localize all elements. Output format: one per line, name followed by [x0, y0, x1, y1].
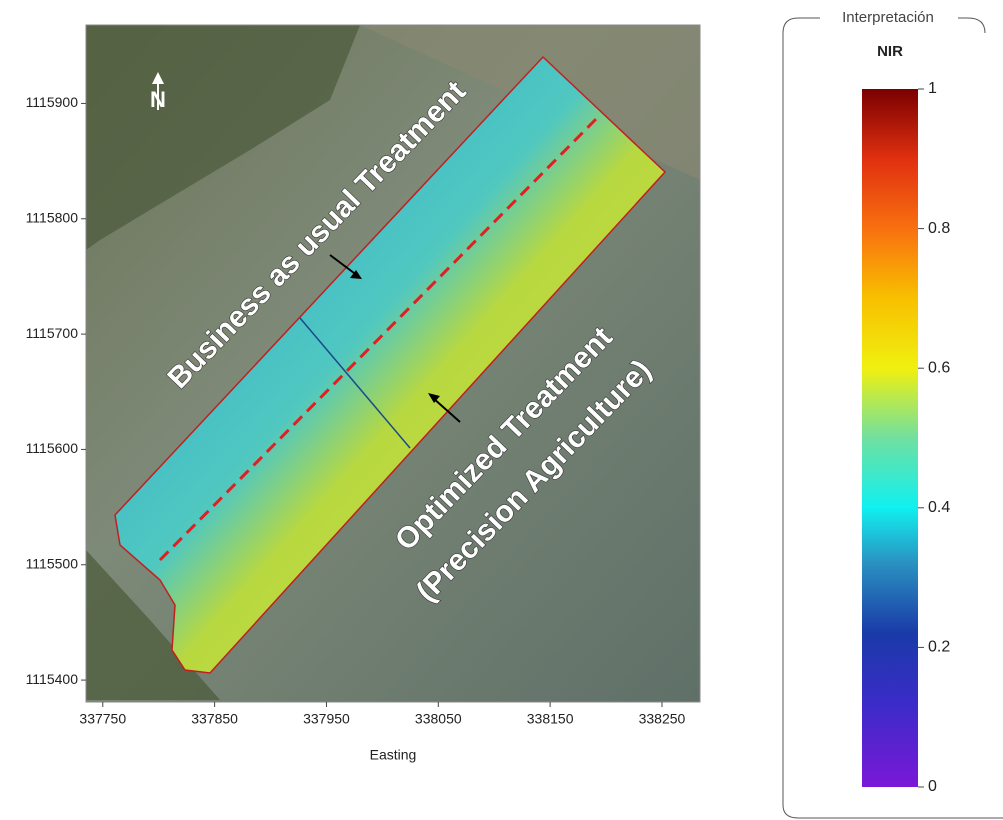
- colorbar: [862, 89, 918, 787]
- y-tick-label: 1115500: [26, 555, 79, 571]
- colorbar-tick-label: 0.4: [928, 499, 950, 516]
- y-tick-label: 1115700: [26, 325, 79, 341]
- x-tick-label: 338250: [639, 711, 686, 727]
- north-label: N: [150, 87, 166, 112]
- legend-subtitle: NIR: [877, 43, 903, 60]
- x-tick-label: 338150: [527, 711, 574, 727]
- y-tick-label: 1115400: [26, 671, 79, 687]
- x-tick-label: 337950: [303, 711, 350, 727]
- x-tick-label: 337750: [79, 711, 126, 727]
- colorbar-tick-label: 0.2: [928, 639, 950, 656]
- colorbar-tick-label: 1: [928, 80, 937, 97]
- x-axis-label: Easting: [370, 747, 417, 763]
- y-tick-label: 1115800: [26, 209, 79, 225]
- x-tick-label: 338050: [415, 711, 462, 727]
- y-tick-label: 1115600: [26, 440, 79, 456]
- colorbar-tick-label: 0.8: [928, 220, 950, 237]
- colorbar-tick-label: 0.6: [928, 359, 950, 376]
- y-tick-label: 1115900: [26, 94, 79, 110]
- x-tick-label: 337850: [191, 711, 238, 727]
- page: N Business as usual Treatment Optimized …: [0, 0, 1003, 820]
- colorbar-tick-label: 0: [928, 778, 937, 795]
- legend-title: Interpretación: [842, 9, 934, 26]
